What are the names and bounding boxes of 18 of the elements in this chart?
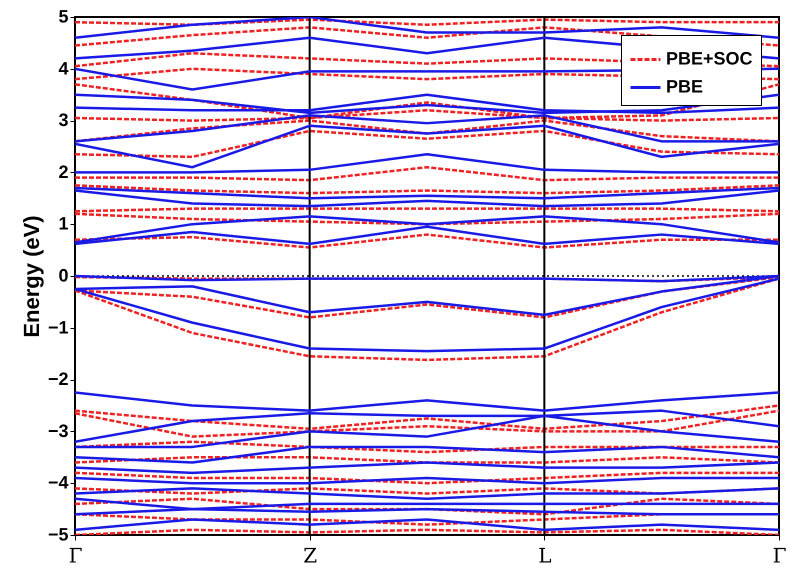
y-axis-title: Energy (eV) xyxy=(18,215,44,338)
y-tick-label: 5 xyxy=(58,6,68,26)
y-tick-label: −3 xyxy=(48,420,68,441)
y-tick-label: −2 xyxy=(48,369,68,390)
x-tick-label: Z xyxy=(303,544,318,568)
y-tick-label: −4 xyxy=(48,472,68,493)
legend-label: PBE xyxy=(666,76,704,96)
y-tick-label: 1 xyxy=(58,214,68,234)
x-tick-label: Γ xyxy=(68,544,83,568)
x-tick-label: L xyxy=(538,544,552,568)
x-tick-label: Γ xyxy=(772,544,787,568)
y-tick-label: 2 xyxy=(58,162,68,182)
y-tick-label: −1 xyxy=(48,317,68,338)
y-tick-label: −5 xyxy=(48,524,68,544)
y-tick-label: 4 xyxy=(58,58,68,78)
legend-label: PBE+SOC xyxy=(666,48,753,68)
y-tick-label: 0 xyxy=(58,266,68,286)
y-tick-label: 3 xyxy=(58,110,68,130)
